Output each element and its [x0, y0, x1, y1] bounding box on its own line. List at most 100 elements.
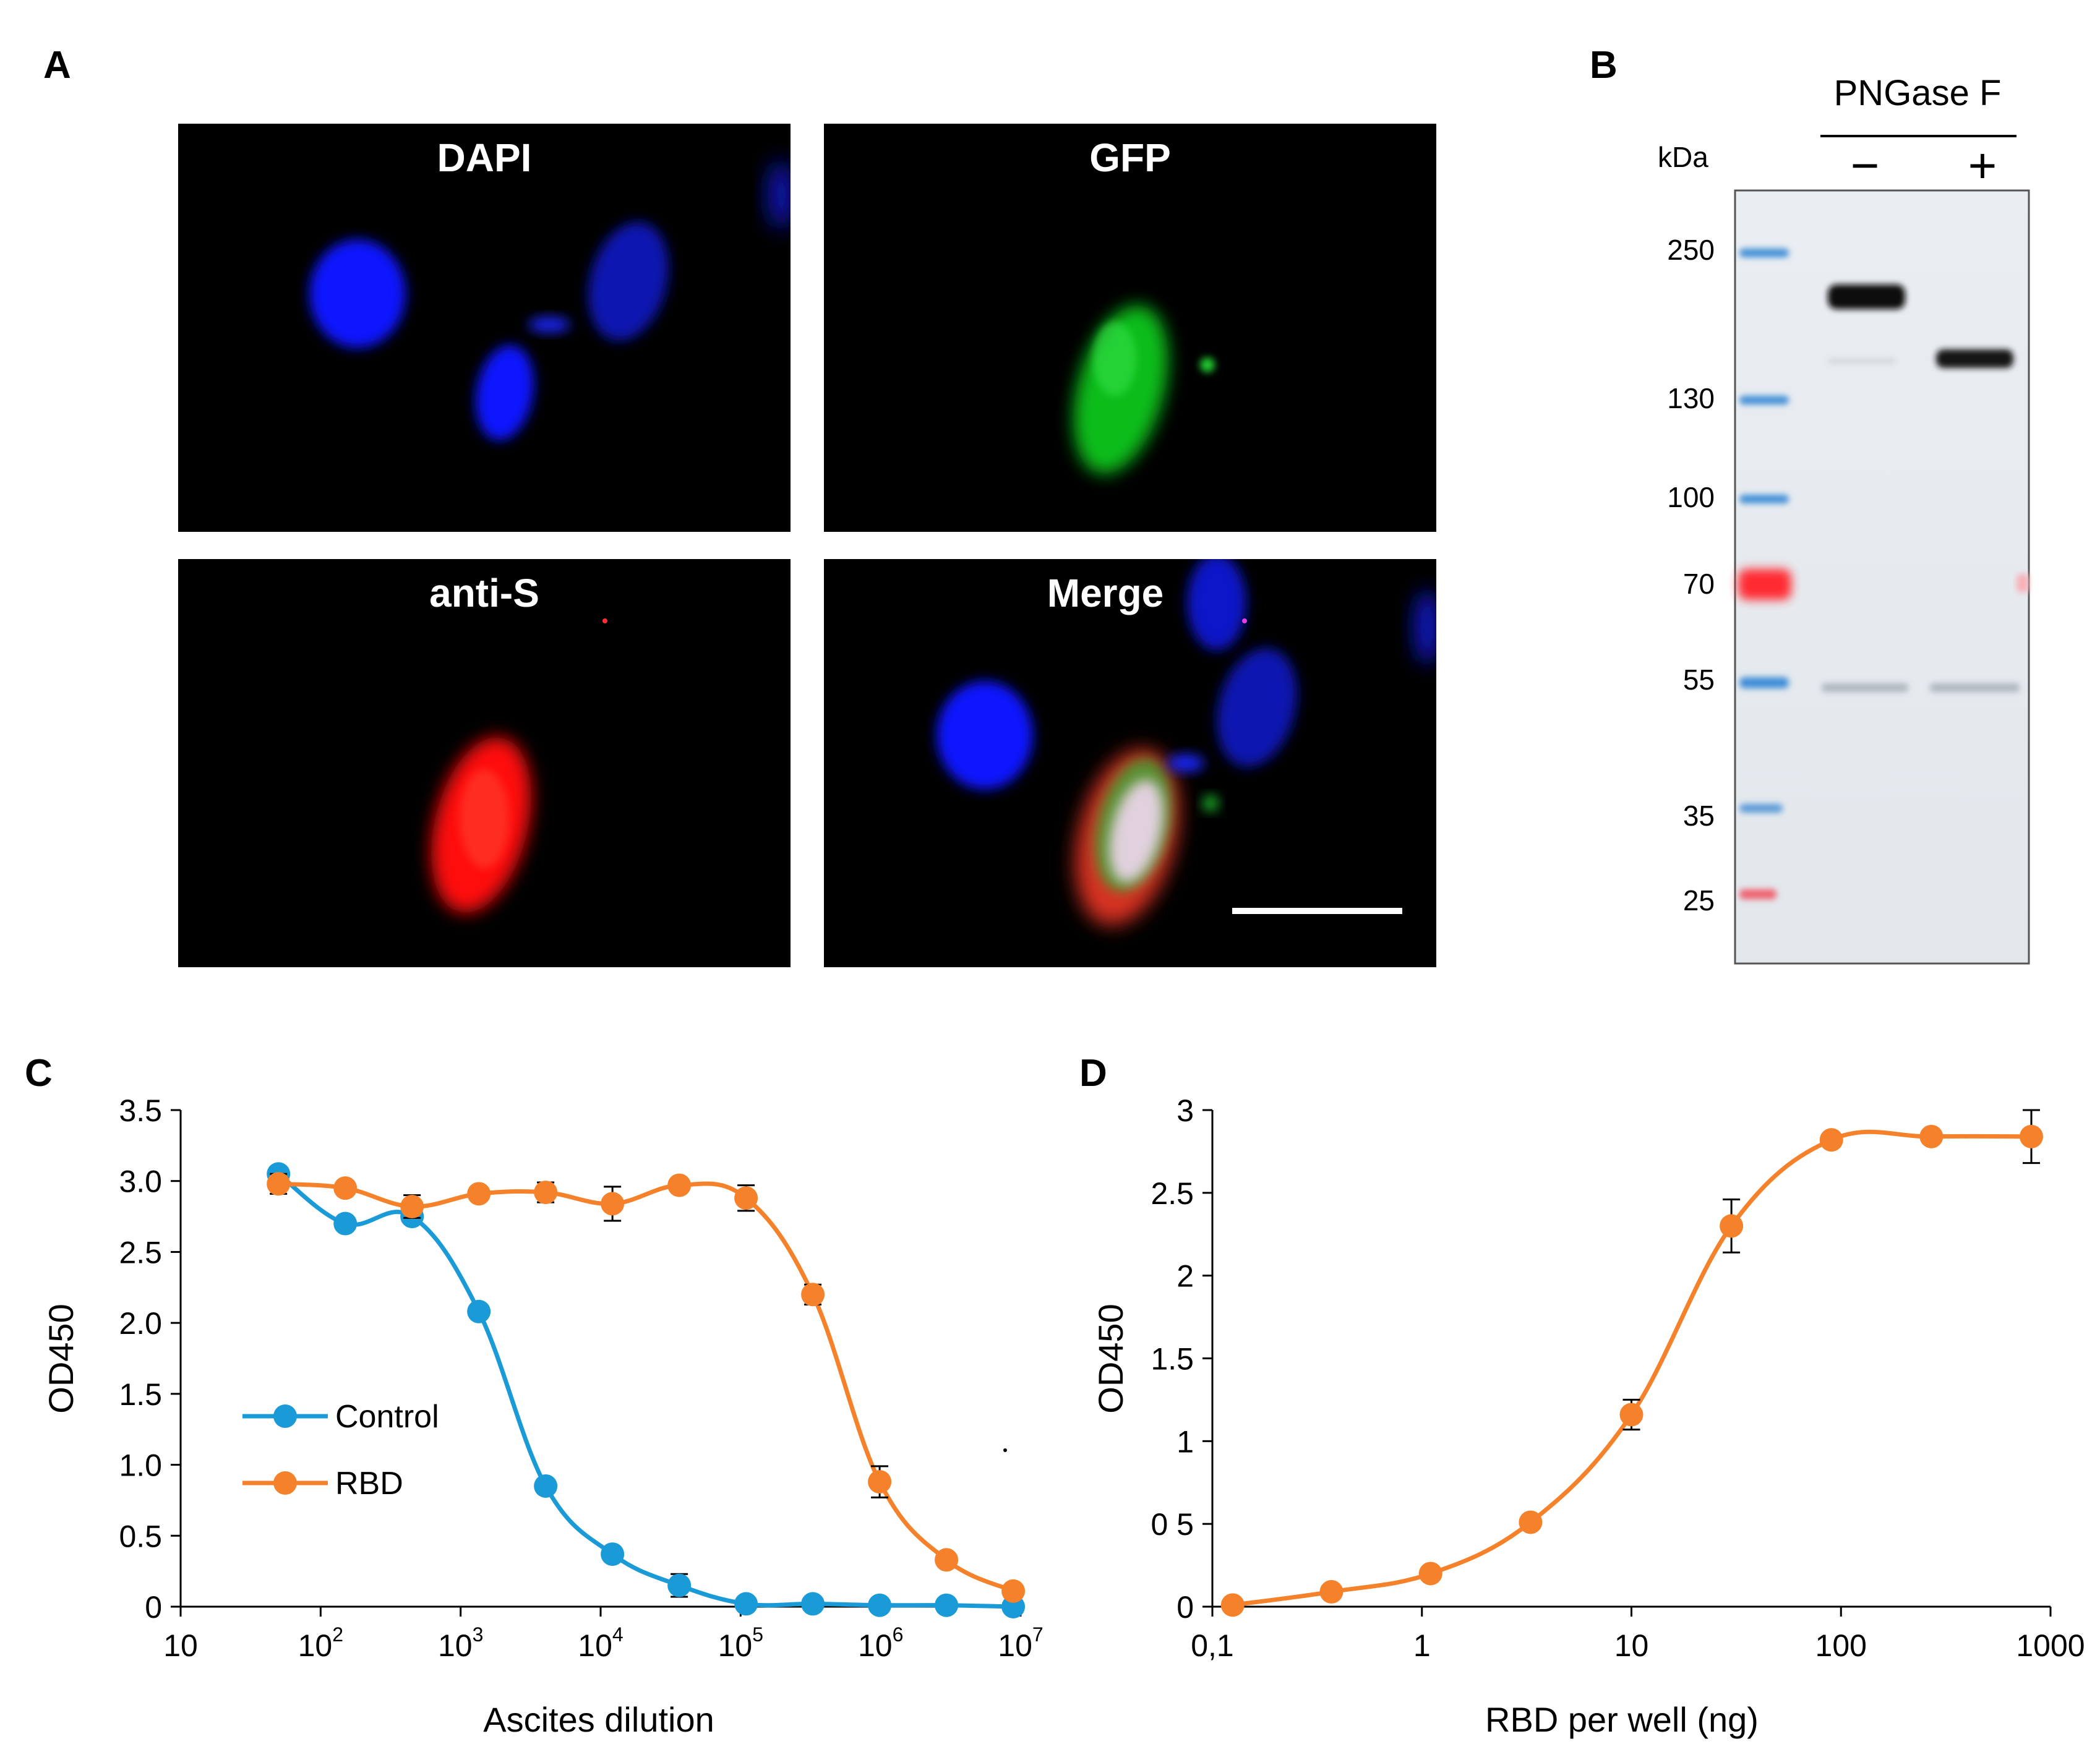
chart-c-data-point	[935, 1548, 959, 1572]
panel-letter-c: C	[25, 1052, 53, 1095]
chart-d-data-point	[1418, 1562, 1442, 1586]
chart-d-y-axis-label: OD450	[1091, 1304, 1130, 1413]
chart-d-y-tick-label: 1	[1176, 1424, 1194, 1459]
legend-marker-1	[273, 1471, 297, 1495]
chart-c-y-tick-label: 3.5	[119, 1093, 162, 1128]
gfp-cell-image	[1073, 305, 1215, 474]
chart-c-y-tick-label: 0	[145, 1590, 162, 1625]
chart-d-data-point	[1319, 1579, 1344, 1604]
background-band-1	[1822, 683, 1908, 692]
chart-c-data-point	[935, 1593, 959, 1617]
micrograph-merge: Merge	[824, 559, 1436, 967]
chart-c-data-point	[333, 1176, 358, 1200]
chart-d-y-tick-label: 0 5	[1151, 1507, 1194, 1542]
micrograph-anti-s: anti-S	[178, 559, 791, 967]
panel-letter-b: B	[1590, 44, 1618, 87]
pngase-label: PNGase F	[1834, 73, 2002, 113]
chart-c-data-point	[333, 1211, 358, 1236]
chart-c-data-point	[667, 1573, 692, 1597]
chart-d-x-tick-label: 1000	[2016, 1628, 2085, 1663]
chart-c-data-point	[868, 1470, 892, 1494]
panel-letter-a: A	[43, 44, 71, 87]
chart-d-x-tick-label: 0,1	[1191, 1628, 1234, 1663]
chart-d-y-tick-label: 0	[1176, 1590, 1194, 1625]
chart-d-y-tick-label: 3	[1176, 1093, 1194, 1128]
edge-smear	[2016, 574, 2029, 592]
chart-c-data-point	[400, 1195, 424, 1219]
marker-250: 250	[1667, 234, 1715, 266]
western-blot-panel: PNGase F − + kDa 250 130 100 70 55 35 25	[1633, 68, 2066, 971]
marker-100: 100	[1667, 481, 1715, 513]
chart-c-data-point	[534, 1474, 558, 1498]
chart-c-y-axis-label: OD450	[41, 1304, 80, 1413]
plus-sign: +	[1968, 138, 1997, 193]
chart-d-x-tick-label: 100	[1815, 1628, 1867, 1663]
background-band-2	[1930, 683, 2020, 692]
chart-c-data-point	[667, 1173, 692, 1197]
chart-c-y-tick-label: 1.0	[119, 1448, 162, 1483]
chart-c-data-point	[801, 1592, 825, 1616]
sample-band-untreated	[1828, 284, 1905, 309]
ladder-band-70	[1738, 569, 1791, 600]
dapi-nuclei-image	[309, 161, 791, 441]
anti-s-cell-image	[431, 618, 607, 913]
micrograph-dapi: DAPI	[178, 124, 791, 532]
chart-d-data-point	[1619, 1403, 1644, 1427]
legend-label-0: Control	[335, 1399, 439, 1435]
ladder-band-100	[1739, 495, 1789, 503]
chart-d-y-tick-label: 1.5	[1151, 1342, 1194, 1377]
chart-c-y-tick-label: 3.0	[119, 1164, 162, 1199]
chart-c-y-tick-label: 2.5	[119, 1235, 162, 1270]
legend-marker-0	[273, 1404, 297, 1428]
gfp-label: GFP	[1089, 135, 1171, 180]
chart-c-data-point	[267, 1172, 291, 1196]
merge-image	[936, 559, 1436, 925]
chart-d-y-tick-label: 2	[1176, 1259, 1194, 1294]
chart-c-stray-dot	[1003, 1448, 1007, 1452]
chart-c-data-point	[534, 1181, 558, 1205]
chart-d-x-tick-label: 1	[1413, 1628, 1431, 1663]
chart-c-data-point	[467, 1182, 491, 1206]
ladder-band-35	[1739, 804, 1783, 813]
chart-c-legend: Control RBD	[242, 1399, 439, 1502]
micrograph-gfp: GFP	[824, 124, 1436, 532]
chart-d-data-point	[1519, 1510, 1543, 1534]
chart-d-x-axis-label: RBD per well (ng)	[1485, 1700, 1759, 1739]
marker-55: 55	[1683, 664, 1715, 696]
chart-d-data-point	[2019, 1124, 2043, 1148]
chart-c-y-tick-label: 0.5	[119, 1519, 162, 1553]
chart-c-data-point	[734, 1592, 758, 1616]
chart-c-data-point	[868, 1593, 892, 1617]
marker-35: 35	[1683, 800, 1715, 832]
chart-c-data-point	[734, 1186, 758, 1210]
legend-label-1: RBD	[335, 1466, 403, 1502]
chart-c-data-point	[601, 1542, 625, 1566]
kda-unit-label: kDa	[1658, 141, 1708, 173]
dapi-label: DAPI	[437, 135, 532, 180]
chart-c-x-tick-label: 10	[163, 1628, 198, 1663]
chart-d-x-tick-label: 10	[1614, 1628, 1649, 1663]
marker-25: 25	[1683, 884, 1715, 917]
chart-d-data-point	[1919, 1124, 1944, 1148]
chart-d-y-tick-label: 2.5	[1151, 1176, 1194, 1211]
marker-130: 130	[1667, 382, 1715, 414]
chart-d-data-point	[1819, 1128, 1843, 1152]
chart-c-y-tick-label: 2.0	[119, 1306, 162, 1341]
chart-c-data-point	[601, 1192, 625, 1216]
merge-label: Merge	[1047, 571, 1164, 615]
chart-c-data-point	[467, 1299, 491, 1323]
panel-letter-d: D	[1079, 1052, 1107, 1095]
ladder-band-55	[1739, 677, 1789, 688]
scale-bar	[1232, 908, 1402, 914]
chart-d-series-line-0	[1232, 1129, 2032, 1607]
chart-d-data-point	[1220, 1593, 1245, 1617]
chart-c-y-tick-label: 1.5	[119, 1377, 162, 1412]
faint-band	[1828, 359, 1896, 364]
ladder-band-250	[1739, 249, 1789, 257]
chart-d-data-point	[1720, 1214, 1744, 1238]
ladder-band-25	[1739, 889, 1776, 899]
western-blot-svg: PNGase F − + kDa 250 130 100 70 55 35 25	[1658, 73, 2030, 965]
sample-band-treated	[1936, 349, 2013, 368]
